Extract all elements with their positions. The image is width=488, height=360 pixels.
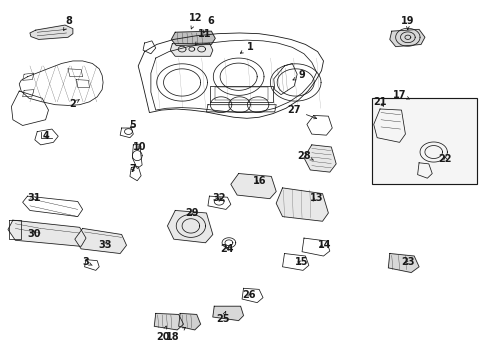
Polygon shape	[276, 188, 328, 221]
Polygon shape	[178, 314, 200, 330]
Text: 8: 8	[63, 17, 72, 31]
Text: 4: 4	[42, 131, 49, 141]
Text: 30: 30	[27, 229, 41, 239]
Text: 12: 12	[188, 13, 202, 29]
Text: 25: 25	[215, 311, 229, 324]
Text: 3: 3	[82, 257, 92, 267]
Polygon shape	[30, 25, 73, 40]
Text: 27: 27	[287, 105, 316, 119]
Text: 21: 21	[372, 97, 386, 107]
Text: 20: 20	[156, 326, 169, 342]
Text: 14: 14	[318, 239, 331, 249]
Text: 15: 15	[295, 257, 308, 267]
Text: 7: 7	[129, 163, 136, 174]
Text: 28: 28	[297, 150, 313, 161]
Text: 29: 29	[185, 208, 198, 218]
Polygon shape	[154, 314, 183, 330]
Text: 6: 6	[203, 17, 213, 33]
Text: 10: 10	[133, 142, 146, 152]
Text: 32: 32	[212, 193, 225, 203]
Text: 16: 16	[253, 176, 266, 186]
Text: 26: 26	[242, 291, 256, 301]
Text: 2: 2	[69, 99, 79, 109]
Text: 5: 5	[129, 121, 136, 130]
Text: 1: 1	[240, 42, 253, 53]
Polygon shape	[387, 253, 418, 273]
Text: 18: 18	[165, 327, 185, 342]
Text: 19: 19	[400, 17, 414, 30]
Polygon shape	[230, 174, 276, 199]
Text: 22: 22	[438, 154, 451, 164]
Polygon shape	[212, 306, 243, 320]
Polygon shape	[167, 211, 212, 243]
Polygon shape	[75, 228, 126, 253]
Polygon shape	[389, 30, 424, 46]
Text: 13: 13	[309, 193, 323, 203]
Text: 33: 33	[99, 240, 112, 250]
Polygon shape	[304, 145, 335, 172]
Bar	[371, 98, 476, 184]
Polygon shape	[170, 43, 212, 56]
Text: 9: 9	[292, 70, 305, 80]
Text: 24: 24	[220, 244, 234, 254]
Polygon shape	[171, 31, 215, 45]
Text: 31: 31	[27, 193, 41, 203]
Text: 17: 17	[392, 90, 409, 100]
Polygon shape	[8, 220, 86, 246]
Text: 11: 11	[195, 29, 211, 45]
Text: 23: 23	[400, 257, 414, 267]
